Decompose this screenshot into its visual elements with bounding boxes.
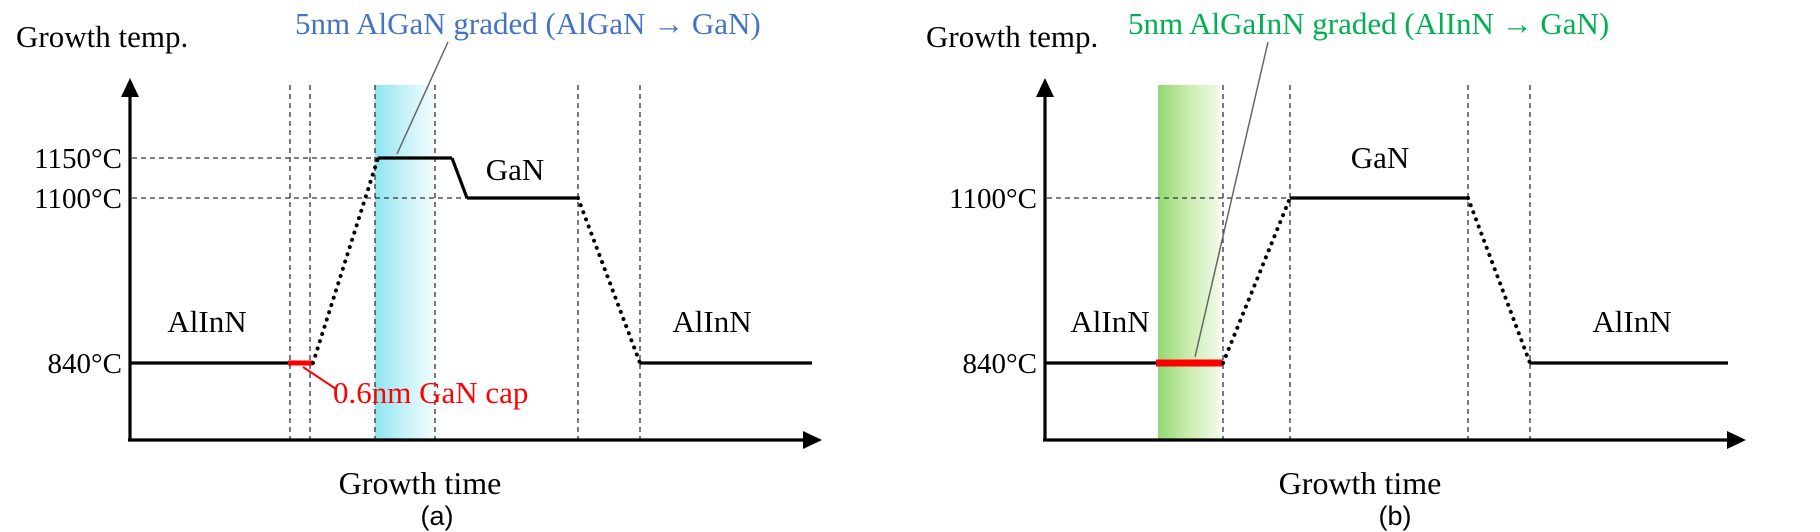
profile-ramp-down bbox=[576, 196, 642, 365]
panel-b: Growth temp. 5nm AlGaInN graded (AlInN →… bbox=[910, 0, 1820, 532]
x-axis-title: Growth time bbox=[1279, 465, 1442, 501]
profile-ramp-down bbox=[1466, 196, 1532, 365]
region-label-gan: GaN bbox=[1351, 140, 1410, 175]
gan-cap-annotation: 0.6nm GaN cap bbox=[333, 375, 528, 410]
region-label-gan: GaN bbox=[486, 152, 545, 187]
y-axis-title: Growth temp. bbox=[926, 19, 1098, 54]
y-axis-arrowhead-icon bbox=[121, 78, 139, 97]
panel-caption: (a) bbox=[421, 501, 454, 531]
region-label-alinn-left: AlInN bbox=[167, 304, 246, 339]
tick-label-1100: 1100°C bbox=[34, 183, 122, 215]
profile-step-down bbox=[450, 157, 469, 199]
panel-title: 5nm AlGaInN graded (AlInN → GaN) bbox=[1128, 6, 1609, 41]
y-axis-title: Growth temp. bbox=[16, 19, 188, 54]
tick-label-1100: 1100°C bbox=[949, 183, 1037, 215]
panel-title: 5nm AlGaN graded (AlGaN → GaN) bbox=[295, 6, 761, 41]
x-axis-arrowhead-icon bbox=[1727, 431, 1746, 449]
panel-b-diagram: Growth temp. 5nm AlGaInN graded (AlInN →… bbox=[926, 6, 1746, 531]
title-pointer-line bbox=[1194, 41, 1269, 358]
x-axis-arrowhead-icon bbox=[803, 431, 822, 449]
panel-caption: (b) bbox=[1379, 501, 1412, 531]
red-annotation-pointer-line bbox=[302, 366, 337, 390]
panel-a: Growth temp. 5nm AlGaN graded (AlGaN → G… bbox=[16, 6, 822, 531]
panel-a-diagram: Growth temp. 5nm AlGaN graded (AlGaN → G… bbox=[16, 6, 822, 531]
tick-label-1150: 1150°C bbox=[34, 143, 122, 175]
tick-label-840: 840°C bbox=[48, 348, 122, 380]
region-label-alinn-right: AlInN bbox=[1592, 304, 1671, 339]
tick-label-840: 840°C bbox=[963, 348, 1037, 380]
region-label-alinn-left: AlInN bbox=[1070, 304, 1149, 339]
title-pointer-line bbox=[396, 41, 449, 155]
graded-layer-highlight-band bbox=[375, 85, 435, 440]
x-axis-title: Growth time bbox=[339, 465, 502, 501]
region-label-alinn-right: AlInN bbox=[672, 304, 751, 339]
graded-layer-highlight-band bbox=[1158, 85, 1220, 440]
y-axis-arrowhead-icon bbox=[1036, 78, 1054, 97]
profile-ramp-up bbox=[311, 156, 380, 365]
profile-ramp-up bbox=[1221, 196, 1292, 365]
